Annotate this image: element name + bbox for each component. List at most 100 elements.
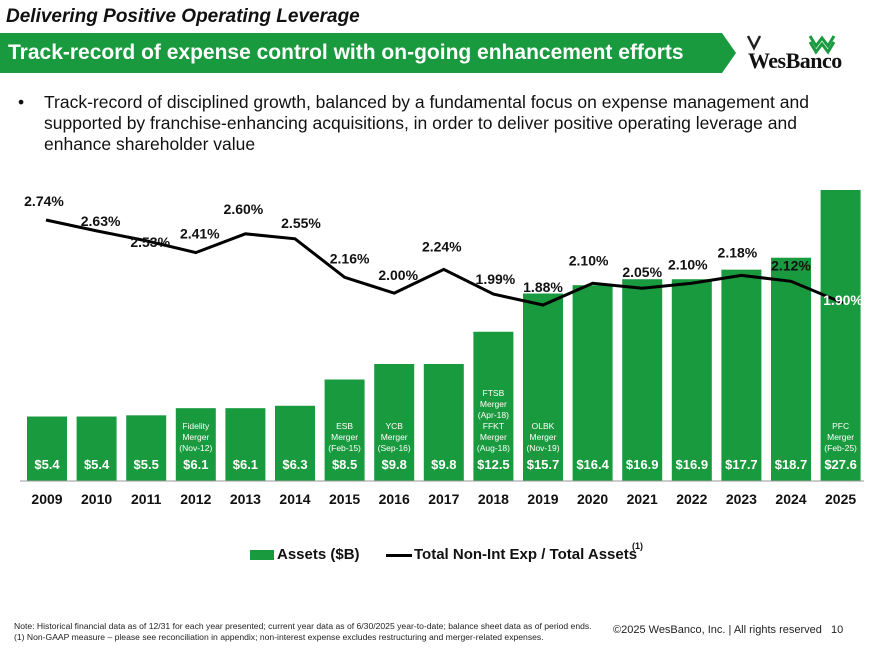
x-tick-2018: 2018 <box>478 491 509 507</box>
line-label-2013: 2.60% <box>224 201 264 217</box>
annotation-2018-0: FTSB <box>483 388 505 398</box>
bar-2021 <box>622 279 663 481</box>
line-label-2019: 1.88% <box>523 279 563 295</box>
footnote-1: (1) Non-GAAP measure – please see reconc… <box>14 632 544 642</box>
logo-wordmark: WesBanco <box>748 48 842 73</box>
x-tick-2015: 2015 <box>329 491 360 507</box>
bars-layer <box>27 190 861 481</box>
bar-2011 <box>126 415 167 481</box>
annotation-2012-0: Fidelity <box>182 421 210 431</box>
x-tick-2013: 2013 <box>230 491 261 507</box>
bar-label-2019: $15.7 <box>527 457 560 472</box>
annotation-2025-2: (Feb-25) <box>824 443 857 453</box>
bar-label-2014: $6.3 <box>282 457 307 472</box>
line-layer <box>45 218 844 307</box>
line-label-2009: 2.74% <box>24 193 64 209</box>
bar-2012 <box>175 408 216 481</box>
bar-label-2011: $5.5 <box>134 457 159 472</box>
line-label-2011: 2.53% <box>130 234 170 250</box>
bar-2010 <box>76 416 117 481</box>
annotation-2025-0: PFC <box>832 421 849 431</box>
bar-2023 <box>721 269 762 481</box>
wesbanco-logo <box>746 35 836 55</box>
bar-label-2023: $17.7 <box>725 457 758 472</box>
annotation-2016-2: (Sep-16) <box>378 443 411 453</box>
annotation-2015-0: ESB <box>336 421 353 431</box>
bar-label-2021: $16.9 <box>626 457 659 472</box>
annotations-layer: FidelityMerger(Nov-12)ESBMerger(Feb-15)Y… <box>179 388 857 453</box>
footnotes: Note: Historical financial data as of 12… <box>14 621 604 643</box>
line-label-2016: 2.00% <box>378 267 418 283</box>
bar-label-2017: $9.8 <box>431 457 456 472</box>
footnote-note: Note: Historical financial data as of 12… <box>14 621 592 631</box>
bar-label-2015: $8.5 <box>332 457 357 472</box>
bullet-dot-icon: • <box>18 92 25 112</box>
page-number: 10 <box>831 624 844 636</box>
annotation-2018-3: FFKT <box>483 421 504 431</box>
bar-label-2024: $18.7 <box>775 457 808 472</box>
section-kicker: Delivering Positive Operating Leverage <box>6 6 360 27</box>
x-tick-2017: 2017 <box>428 491 459 507</box>
annotation-2015-2: (Feb-15) <box>328 443 361 453</box>
line-label-2015: 2.16% <box>330 250 370 266</box>
annotation-2019-1: Merger <box>530 432 557 442</box>
bar-2025 <box>820 190 861 481</box>
annotation-2015-1: Merger <box>331 432 358 442</box>
x-tick-2011: 2011 <box>131 491 162 507</box>
line-label-2012: 2.41% <box>180 226 220 242</box>
x-tick-2016: 2016 <box>379 491 410 507</box>
bar-2024 <box>771 257 811 481</box>
legend-bar-swatch <box>250 550 274 560</box>
bar-2015 <box>324 379 365 481</box>
x-tick-2012: 2012 <box>180 491 211 507</box>
line-label-2023: 2.18% <box>718 244 758 260</box>
bar-label-2016: $9.8 <box>382 457 407 472</box>
expense-ratio-line <box>45 218 844 307</box>
annotation-2016-1: Merger <box>381 432 408 442</box>
line-label-2020: 2.10% <box>569 252 609 268</box>
x-tick-2019: 2019 <box>527 491 558 507</box>
x-tick-labels-layer: 2009 2010 2011 2012 2013 2014 2015 2016 2017 2018… <box>31 491 856 507</box>
line-label-2014: 2.55% <box>281 215 321 231</box>
line-label-2024: 2.12% <box>771 257 811 273</box>
x-tick-2024: 2024 <box>775 491 806 507</box>
annotation-2019-2: (Nov-19) <box>526 443 559 453</box>
annotation-2018-5: (Aug-18) <box>477 443 510 453</box>
bar-2009 <box>27 416 67 481</box>
x-tick-2010: 2010 <box>81 491 112 507</box>
x-tick-2021: 2021 <box>627 491 658 507</box>
bar-label-2018: $12.5 <box>477 457 510 472</box>
bar-2013 <box>225 408 266 481</box>
bar-2014 <box>275 405 315 481</box>
x-tick-2009: 2009 <box>31 491 62 507</box>
bar-2022 <box>671 279 712 481</box>
banner-shape <box>0 33 736 73</box>
bar-label-2012: $6.1 <box>183 457 208 472</box>
bar-label-2022: $16.9 <box>676 457 709 472</box>
annotation-2025-1: Merger <box>827 432 854 442</box>
legend-footnote-marker: (1) <box>632 541 643 551</box>
bar-label-2020: $16.4 <box>576 457 609 472</box>
copyright: ©2025 WesBanco, Inc. | All rights reserv… <box>613 624 822 636</box>
annotation-2012-2: (Nov-12) <box>179 443 212 453</box>
bar-labels-layer: $5.4 $5.4 $5.5 $6.1 $6.1 $6.3 $8.5 $9.8 $9.8 $12.… <box>34 457 857 472</box>
legend-bar-label: Assets ($B) <box>277 546 360 563</box>
bar-label-2025: $27.6 <box>824 457 857 472</box>
bar-2019 <box>523 293 563 481</box>
bar-label-2010: $5.4 <box>84 457 110 472</box>
bar-2017 <box>423 363 464 481</box>
annotation-2018-4: Merger <box>480 432 507 442</box>
bar-label-2009: $5.4 <box>34 457 60 472</box>
line-label-2021: 2.05% <box>622 264 662 280</box>
x-tick-2025: 2025 <box>825 491 856 507</box>
line-label-2010: 2.63% <box>81 213 121 229</box>
line-label-2017: 2.24% <box>422 238 462 254</box>
bar-2018 <box>473 331 514 481</box>
bar-label-2013: $6.1 <box>233 457 258 472</box>
legend-line-label: Total Non-Int Exp / Total Assets <box>414 546 638 563</box>
x-tick-2022: 2022 <box>676 491 707 507</box>
x-tick-2020: 2020 <box>577 491 608 507</box>
logo-mark-icon <box>746 35 836 55</box>
line-label-2022: 2.10% <box>668 256 708 272</box>
page-title: Track-record of expense control with on-… <box>8 41 684 64</box>
